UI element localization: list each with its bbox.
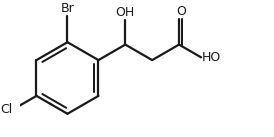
Text: O: O bbox=[176, 5, 186, 18]
Text: Cl: Cl bbox=[0, 103, 13, 115]
Text: OH: OH bbox=[116, 6, 135, 19]
Text: HO: HO bbox=[202, 51, 221, 64]
Text: Br: Br bbox=[61, 2, 74, 15]
